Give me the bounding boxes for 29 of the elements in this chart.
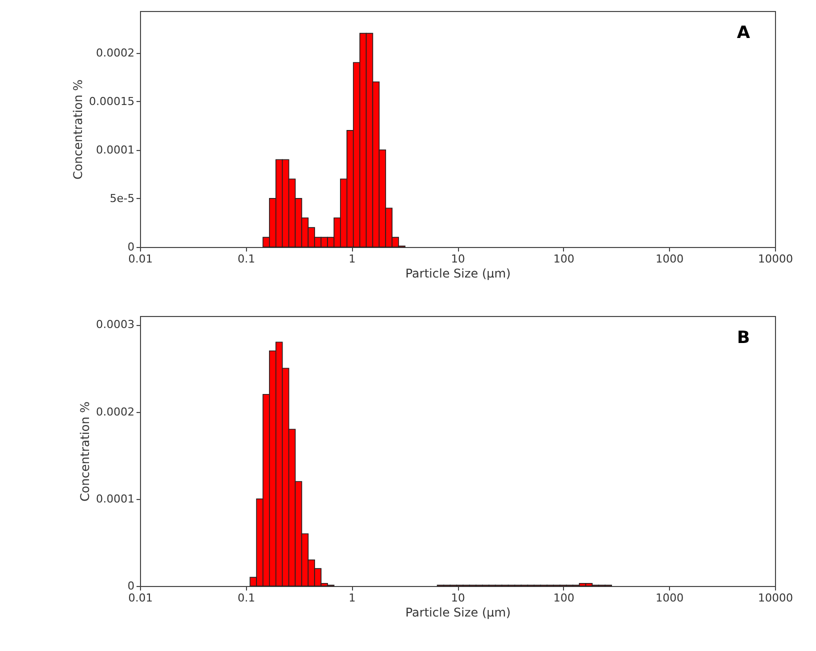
- x-tick-label: 100: [553, 592, 574, 604]
- y-tick-label: 0.0001: [96, 492, 134, 506]
- x-tick-label: 10000: [758, 252, 793, 266]
- x-axis-title: Particle Size (µm): [405, 266, 511, 280]
- y-tick-label: 0.00015: [89, 94, 134, 108]
- x-tick-label: 1: [348, 592, 356, 604]
- x-tick-label: 10000: [758, 592, 793, 604]
- y-tick-label: 0: [128, 240, 134, 254]
- x-tick-label: 10: [451, 252, 465, 266]
- x-tick-label: 1000: [656, 252, 684, 266]
- x-tick-label: 0.1: [238, 592, 256, 604]
- y-tick-label: 0.0002: [96, 405, 134, 418]
- x-tick-label: 10: [451, 592, 465, 604]
- x-tick-label: 1: [348, 252, 356, 266]
- y-tick-label: 0.0001: [96, 143, 134, 156]
- annotation: B: [737, 328, 750, 348]
- y-tick-label: 0.0003: [96, 318, 134, 332]
- annotation: A: [736, 23, 751, 43]
- x-tick-label: 1000: [656, 592, 684, 604]
- x-tick-label: 0.1: [238, 252, 256, 266]
- x-tick-label: 0.01: [128, 252, 153, 266]
- y-tick-label: 0: [128, 580, 134, 592]
- x-axis-title: Particle Size (µm): [405, 606, 511, 620]
- y-tick-label: 0.0002: [96, 46, 134, 60]
- x-tick-label: 0.01: [128, 592, 153, 604]
- y-axis-title: Concentration %: [71, 79, 86, 180]
- y-axis-title: Concentration %: [78, 401, 92, 502]
- y-tick-label: 5e-5: [110, 192, 134, 205]
- x-tick-label: 100: [553, 252, 574, 266]
